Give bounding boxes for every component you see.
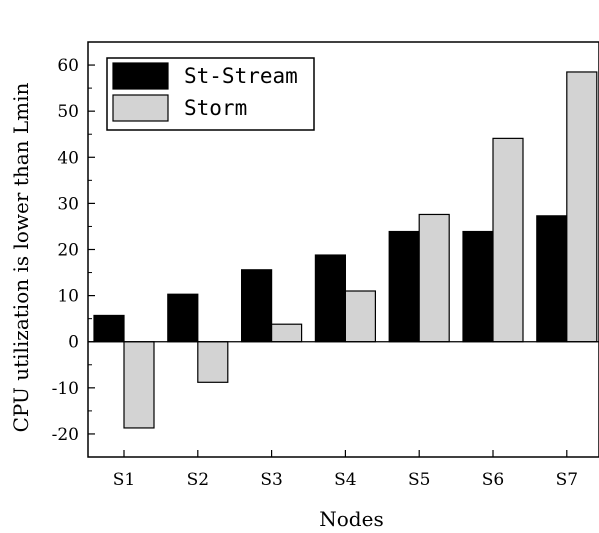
legend: St-Stream Storm (106, 57, 315, 131)
bar-storm-s4 (344, 290, 376, 343)
x-axis-title: Nodes (319, 507, 383, 531)
bars-group (93, 71, 598, 429)
y-tick-label: 0 (68, 333, 79, 353)
legend-label: St-Stream (184, 64, 298, 88)
bar-st-stream-s7 (536, 215, 568, 343)
y-axis-ticks: -20 -10 0 10 20 30 40 50 60 (52, 41, 95, 458)
x-tick-label: S5 (408, 470, 430, 490)
x-axis-ticks: S1 S2 S3 S4 S5 S6 S7 (113, 450, 578, 490)
y-tick-label: -10 (52, 379, 79, 399)
bar-storm-s6 (492, 137, 524, 343)
bar-st-stream-s6 (462, 230, 494, 343)
bar-storm-s5 (418, 213, 450, 343)
bar-st-stream-s3 (241, 269, 273, 343)
y-tick-label: 30 (57, 194, 79, 214)
bar-st-stream-s5 (388, 230, 420, 343)
x-tick-label: S3 (260, 470, 282, 490)
y-tick-label: -20 (52, 425, 79, 445)
legend-swatch (112, 94, 169, 122)
x-tick-label: S7 (556, 470, 578, 490)
bar-storm-s7 (566, 71, 598, 343)
y-tick-label: 60 (57, 56, 79, 76)
bar-st-stream-s1 (93, 314, 125, 343)
y-axis-title: CPU utilization is lower than Lmin (9, 82, 33, 432)
bar-storm-s2 (197, 341, 229, 383)
bar-st-stream-s2 (167, 293, 199, 343)
bar-storm-s1 (123, 341, 155, 429)
x-tick-label: S6 (482, 470, 504, 490)
x-tick-label: S4 (334, 470, 356, 490)
bar-st-stream-s4 (314, 254, 346, 343)
y-tick-label: 20 (57, 241, 79, 261)
y-tick-label: 10 (57, 287, 79, 307)
x-tick-label: S1 (113, 470, 135, 490)
bar-storm-s3 (271, 323, 303, 343)
y-tick-label: 50 (57, 102, 79, 122)
x-tick-label: S2 (187, 470, 209, 490)
y-tick-label: 40 (57, 148, 79, 168)
legend-label: Storm (184, 96, 247, 120)
legend-swatch (112, 62, 169, 90)
